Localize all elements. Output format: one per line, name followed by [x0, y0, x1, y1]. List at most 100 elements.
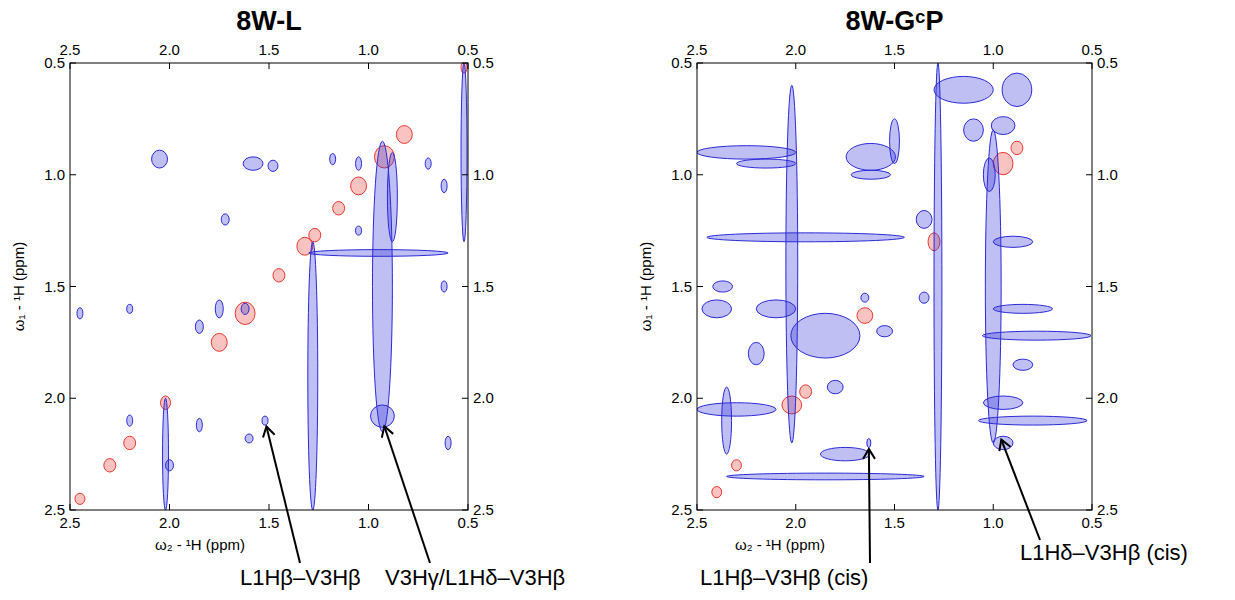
peak: [916, 211, 932, 229]
peak: [867, 438, 871, 447]
peak: [396, 126, 412, 144]
figure: 8W-L2.52.52.02.01.51.51.01.00.50.50.50.5…: [0, 0, 1235, 600]
tick: [70, 63, 76, 64]
peak: [877, 326, 893, 337]
peak: [707, 233, 905, 242]
peak: [215, 300, 223, 318]
tick-label: 2.0: [785, 514, 806, 531]
tick: [1086, 398, 1092, 399]
peak: [697, 403, 776, 416]
peak: [75, 493, 85, 504]
tick-label: 1.0: [671, 166, 692, 183]
peak: [387, 152, 397, 241]
tick-label: 1.0: [44, 166, 65, 183]
peak: [356, 157, 362, 170]
tick-label: 0.5: [473, 54, 494, 71]
tick: [462, 174, 468, 175]
tick: [1086, 174, 1092, 175]
peak: [846, 143, 895, 170]
tick-label: 2.0: [473, 389, 494, 406]
peak: [756, 300, 796, 318]
tick-label: 2.0: [1097, 389, 1118, 406]
peak: [919, 292, 929, 303]
tick-label: 1.5: [884, 41, 905, 58]
peak: [857, 308, 873, 324]
tick: [1092, 504, 1093, 510]
tick: [70, 286, 76, 287]
tick: [697, 174, 703, 175]
peak: [196, 418, 202, 431]
tick: [795, 63, 796, 69]
peak: [964, 119, 984, 141]
peak: [127, 415, 133, 426]
panel: 8W-L2.52.52.02.01.51.51.01.00.50.50.50.5…: [10, 6, 494, 553]
peak: [221, 214, 229, 225]
peak: [827, 380, 843, 393]
tick: [894, 504, 895, 510]
peak: [934, 63, 942, 510]
peak: [308, 242, 318, 510]
peak: [309, 228, 321, 241]
tick-label: 2.5: [671, 501, 692, 518]
peak: [713, 281, 733, 292]
tick: [368, 63, 369, 69]
tick: [795, 504, 796, 510]
tick-label: 1.5: [473, 278, 494, 295]
peak: [445, 436, 451, 449]
peak: [262, 416, 268, 425]
tick: [993, 63, 994, 69]
annotation: L1Hδ–V3Hβ (cis): [1020, 540, 1188, 565]
tick: [70, 63, 71, 69]
tick: [70, 398, 76, 399]
annotation: L1Hβ–V3Hβ: [240, 565, 361, 590]
tick: [70, 504, 71, 510]
peak: [124, 436, 136, 449]
peak: [732, 460, 742, 471]
tick: [269, 504, 270, 510]
peak: [441, 179, 447, 192]
tick-label: 1.5: [259, 514, 280, 531]
peak: [722, 387, 732, 454]
tick: [269, 63, 270, 69]
axis-title: ω₂ - ¹H (ppm): [155, 536, 245, 553]
annotation: L1Hβ–V3Hβ (cis): [700, 565, 868, 590]
tick-label: 2.5: [473, 501, 494, 518]
tick: [697, 286, 703, 287]
peak: [425, 158, 431, 169]
tick-label: 1.0: [983, 41, 1004, 58]
peak: [890, 119, 900, 164]
peak: [211, 333, 227, 351]
tick-label: 1.0: [1097, 166, 1118, 183]
peak: [851, 170, 891, 179]
plot-frame: [70, 63, 468, 510]
peak: [1002, 73, 1032, 107]
peak: [727, 473, 925, 480]
peak: [273, 269, 285, 282]
tick-label: 1.0: [473, 166, 494, 183]
tick-label: 1.0: [358, 41, 379, 58]
tick: [697, 510, 703, 511]
panel-title: 8W-L: [236, 6, 301, 36]
peak: [1011, 141, 1023, 154]
tick-label: 2.0: [44, 389, 65, 406]
peak: [235, 302, 255, 324]
tick: [468, 504, 469, 510]
peak: [127, 304, 133, 313]
tick-label: 2.0: [159, 41, 180, 58]
tick: [894, 63, 895, 69]
peak: [712, 487, 722, 498]
tick-label: 1.5: [884, 514, 905, 531]
peak: [697, 146, 796, 159]
tick: [697, 504, 698, 510]
peak: [791, 313, 860, 358]
tick: [368, 504, 369, 510]
plot-frame: [697, 63, 1092, 510]
tick-label: 1.5: [44, 278, 65, 295]
tick-label: 2.0: [785, 41, 806, 58]
peak: [268, 160, 278, 171]
peaks: [697, 63, 1091, 510]
tick: [1086, 286, 1092, 287]
tick: [697, 63, 703, 64]
annotation-arrow: [1001, 440, 1040, 540]
peak: [983, 158, 995, 192]
